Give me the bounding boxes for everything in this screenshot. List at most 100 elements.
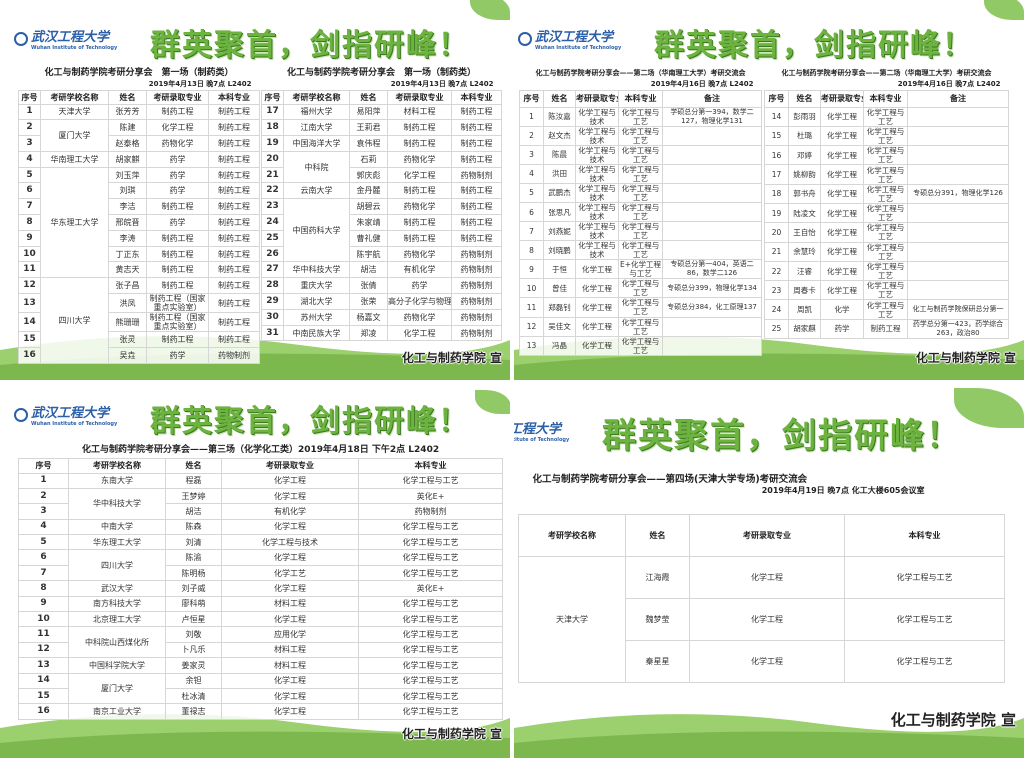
admitted-major: 化学工程 [221, 487, 359, 505]
row-number: 8 [18, 580, 69, 597]
undergrad-major: 化学工程与工艺 [863, 280, 908, 301]
admitted-major: 药学 [146, 166, 209, 184]
remarks [907, 125, 1009, 147]
undergrad-major: 制药工程 [207, 312, 261, 333]
column-header: 序号 [519, 89, 544, 108]
footer-credit: 化工与制药学院 宣 [890, 711, 1016, 729]
school-name: 厦门大学 [68, 672, 166, 705]
undergrad-major: 化学工程与工艺 [357, 611, 504, 628]
remarks [907, 280, 1009, 301]
column-header: 备注 [907, 89, 1009, 108]
undergrad-major: 化学工程与工艺 [618, 297, 663, 318]
table-row: 14 厦门大学 余钽 化学工程 化学工程与工艺 [18, 672, 504, 705]
admitted-major: 药物化学 [387, 245, 452, 263]
student-name: 魏梦莹 [625, 597, 690, 641]
row-number: 8 [519, 240, 544, 261]
column-header: 姓名 [165, 457, 222, 474]
undergrad-major: 化学工程与工艺 [863, 106, 908, 127]
school-name: 南方科技大学 [68, 595, 166, 613]
remarks [907, 222, 1009, 243]
footer-credit: 化工与制药学院 宣 [401, 351, 502, 365]
student-name: 王自怡 [788, 222, 821, 243]
footer-credit: 化工与制药学院 宣 [401, 727, 502, 741]
undergrad-major: 制药工程 [450, 150, 503, 168]
student-name: 丁正东 [108, 245, 147, 263]
row-number: 3 [18, 503, 69, 520]
undergrad-major: 药物制剂 [450, 166, 503, 184]
undergrad-major: 化学工程与工艺 [863, 202, 908, 224]
row-number: 14 [764, 106, 789, 127]
admitted-major: 制药工程 [146, 103, 209, 121]
row-number: 17 [261, 103, 284, 121]
student-name: 郭书舟 [788, 183, 821, 204]
table-header-row: 序号 考研学校名称 姓名 考研录取专业 本科专业 [18, 457, 504, 474]
admitted-major: 化学工程 [575, 278, 619, 299]
undergrad-major: 英化E+ [357, 487, 504, 505]
table-row: 15 杜璐 化学工程 化学工程与工艺 [764, 125, 1009, 147]
table-row: 26 陈宇航 药物化学 药物制剂 [261, 245, 503, 263]
admitted-major: 高分子化学与物理 [387, 293, 452, 310]
row-number: 20 [261, 150, 284, 168]
column-header: 本科专业 [450, 89, 503, 105]
undergrad-major: 化学工程与工艺 [863, 164, 908, 185]
admitted-major: 化学工程 [820, 280, 864, 301]
undergrad-major: 化学工程与工艺 [357, 687, 504, 705]
row-number: 9 [519, 259, 544, 280]
undergrad-major: 制药工程 [207, 331, 261, 348]
row-number: 5 [18, 534, 69, 551]
admitted-major: 化学工程 [575, 297, 619, 318]
table-row: 17 福州大学 易阳萍 材料工程 制药工程 [261, 103, 503, 121]
undergrad-major: 药物制剂 [450, 245, 503, 263]
column-header: 序号 [764, 89, 789, 108]
student-name: 郑凌 [349, 324, 388, 342]
hills-decoration [514, 714, 1024, 758]
row-number: 23 [261, 198, 284, 216]
admitted-major: 化学工程 [689, 555, 845, 599]
school-name: 华中科技大学 [283, 261, 350, 279]
table-row: 23 周春卡 化学工程 化学工程与工艺 [764, 280, 1009, 301]
school-name: 四川大学 [40, 277, 109, 364]
school-name: 华东理工大学 [40, 166, 109, 279]
admitted-major: 化学工程 [820, 241, 864, 262]
remarks [662, 182, 762, 203]
school-name: 苏州大学 [283, 308, 350, 326]
table-row: 1 陈汝嘉 化学工程与技术 化学工程与工艺 学硕总分第一394，数学二127，物理化学1… [519, 106, 762, 127]
student-name: 卜凡乐 [165, 641, 222, 659]
admitted-major: 化学 [820, 299, 864, 320]
admitted-major: 化学工程 [221, 611, 359, 628]
undergrad-major: 药物制剂 [450, 308, 503, 326]
row-number: 27 [261, 261, 284, 279]
university-seal-icon [14, 31, 28, 46]
table-row: 9 于恒 化学工程 E+化学工程与工艺 专硕总分第一404，英语二86，数学二126 [519, 259, 762, 280]
row-number: 15 [18, 331, 41, 348]
student-name: 胡碧云 [349, 198, 388, 216]
admitted-major: 化学工程 [575, 259, 619, 280]
table-title: 化工与制药学院考研分享会——第二场（华南理工大学）考研交流会 [781, 68, 992, 77]
undergrad-major: 制药工程 [207, 293, 261, 314]
student-name: 赵文杰 [543, 125, 576, 146]
admitted-major: 化学工程 [221, 703, 359, 720]
student-name: 陈汝嘉 [543, 106, 576, 127]
school-name: 华中科技大学 [68, 487, 166, 520]
admitted-major: 化学工程与技术 [575, 163, 619, 184]
table-row: 19 陆凌文 化学工程 化学工程与工艺 [764, 202, 1009, 224]
row-number: 28 [261, 277, 284, 295]
undergrad-major: 化学工程与工艺 [357, 518, 504, 536]
admitted-major: 有机化学 [387, 261, 452, 279]
remarks [662, 221, 762, 242]
row-number: 23 [764, 280, 789, 301]
table-row: 10 曾佳 化学工程 化学工程与工艺 专硕总分399，物理化学134 [519, 278, 762, 299]
admitted-major: 材料工程 [221, 641, 359, 659]
hills-decoration [0, 714, 510, 758]
undergrad-major: 制药工程 [207, 277, 261, 295]
student-name: 李洁 [108, 198, 147, 216]
table-row: 18 郭书舟 化学工程 化学工程与工艺 专硕总分391，物理化学126 [764, 183, 1009, 204]
school-name: 天津大学 [518, 555, 626, 683]
admitted-major: 化学工程 [387, 324, 452, 342]
column-header: 考研录取专业 [575, 89, 619, 108]
undergrad-major: 化学工程与工艺 [863, 183, 908, 204]
student-name: 袁伟程 [349, 135, 388, 152]
admitted-major: 化学工程与技术 [575, 201, 619, 223]
admitted-major: 化学工程 [221, 549, 359, 566]
student-name: 卢恒星 [165, 611, 222, 628]
